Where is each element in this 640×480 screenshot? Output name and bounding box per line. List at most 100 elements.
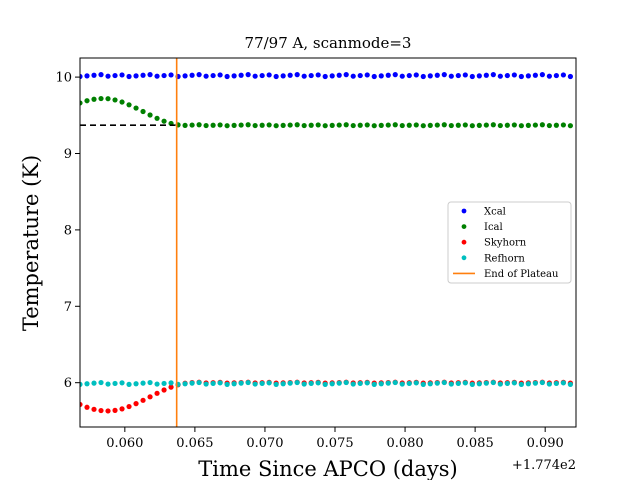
xcal-point — [140, 72, 146, 78]
refhorn-point — [147, 379, 153, 386]
refhorn-point — [385, 380, 391, 386]
ical-point — [287, 122, 293, 128]
ical-point — [252, 122, 258, 129]
ical-point — [490, 122, 496, 128]
xcal-point — [343, 72, 349, 78]
xcal-point — [497, 73, 503, 79]
xcal-point — [476, 73, 482, 79]
xcal-point — [126, 73, 132, 80]
xcal-point — [245, 72, 251, 78]
xcal-point — [357, 72, 363, 79]
refhorn-point — [105, 381, 111, 387]
ical-point — [210, 122, 216, 128]
refhorn-point — [511, 380, 517, 386]
ical-point — [399, 122, 405, 129]
refhorn-point — [315, 380, 321, 386]
legend-label: Ical — [484, 222, 503, 233]
xcal-point — [266, 72, 272, 78]
xcal-point — [91, 72, 97, 78]
refhorn-point — [476, 381, 482, 387]
ical-point — [98, 95, 104, 102]
refhorn-point — [434, 380, 440, 386]
legend-marker — [461, 224, 467, 230]
ical-point — [133, 105, 139, 111]
legend-marker — [461, 239, 467, 245]
ical-point — [105, 96, 111, 102]
skyhorn-point — [105, 408, 111, 414]
xcal-point — [280, 73, 286, 79]
xcal-point — [294, 72, 300, 78]
refhorn-point — [371, 381, 377, 387]
xcal-point — [455, 72, 461, 79]
refhorn-point — [350, 381, 356, 387]
ical-point — [539, 122, 545, 128]
ical-point — [231, 122, 237, 128]
ical-point — [448, 122, 454, 129]
xcal-point — [462, 72, 468, 78]
legend: Xcal Ical Skyhorn Refhorn End of Plateau — [447, 201, 572, 284]
plot-frame — [79, 57, 577, 428]
refhorn-point — [497, 381, 503, 387]
legend-label: Xcal — [484, 207, 506, 218]
y-axis-label: Temperature (K) — [19, 155, 43, 331]
xcal-point — [504, 72, 510, 79]
refhorn-point — [525, 381, 531, 387]
legend-item-ical: Ical — [461, 222, 503, 233]
skyhorn-point — [119, 406, 125, 412]
xcal-point — [80, 73, 83, 80]
refhorn-point — [301, 381, 307, 387]
xcal-point — [406, 72, 412, 79]
skyhorn-point — [91, 406, 97, 412]
ical-point — [154, 115, 160, 121]
xcal-point — [238, 72, 244, 78]
ical-point — [329, 122, 335, 128]
xcal-point — [539, 72, 545, 78]
skyhorn-point — [147, 394, 153, 400]
ical-point — [336, 122, 342, 128]
refhorn-point — [322, 381, 328, 387]
series-ical — [80, 95, 574, 129]
y-tick-label: 9 — [64, 147, 72, 162]
x-tick-label: 0.090 — [527, 436, 564, 451]
ical-point — [525, 122, 531, 128]
refhorn-point — [168, 380, 174, 386]
y-tick-label: 6 — [64, 376, 72, 391]
ical-point — [371, 123, 377, 129]
refhorn-point — [112, 380, 118, 387]
refhorn-point — [455, 380, 461, 387]
skyhorn-point — [140, 397, 146, 403]
ical-point — [112, 97, 118, 103]
xcal-point — [427, 73, 433, 79]
skyhorn-point — [161, 387, 167, 393]
xcal-point — [315, 72, 321, 78]
refhorn-point — [441, 379, 447, 386]
ical-point — [161, 118, 167, 124]
ical-point — [413, 122, 419, 128]
xcal-point — [448, 73, 454, 79]
refhorn-point — [336, 380, 342, 386]
xcal-point — [322, 73, 328, 80]
ical-point — [343, 122, 349, 128]
ical-point — [91, 96, 97, 102]
skyhorn-point — [84, 404, 90, 410]
xcal-point — [392, 72, 398, 78]
xcal-point — [189, 72, 195, 78]
xcal-point — [273, 73, 279, 80]
xcal-point — [217, 72, 223, 78]
xcal-point — [567, 73, 574, 80]
ical-point — [392, 122, 398, 128]
refhorn-point — [196, 379, 202, 386]
refhorn-point — [504, 380, 510, 387]
ical-point — [406, 122, 412, 128]
ical-point — [322, 123, 328, 129]
y-tick-label: 8 — [64, 223, 72, 238]
refhorn-point — [490, 379, 496, 386]
ical-point — [147, 112, 153, 118]
refhorn-point — [567, 381, 574, 387]
xcal-point — [147, 72, 153, 78]
xcal-point — [434, 72, 440, 78]
y-axis-ticks: 6 7 8 9 10 — [55, 71, 80, 391]
refhorn-point — [154, 381, 160, 387]
skyhorn-point — [112, 407, 118, 413]
